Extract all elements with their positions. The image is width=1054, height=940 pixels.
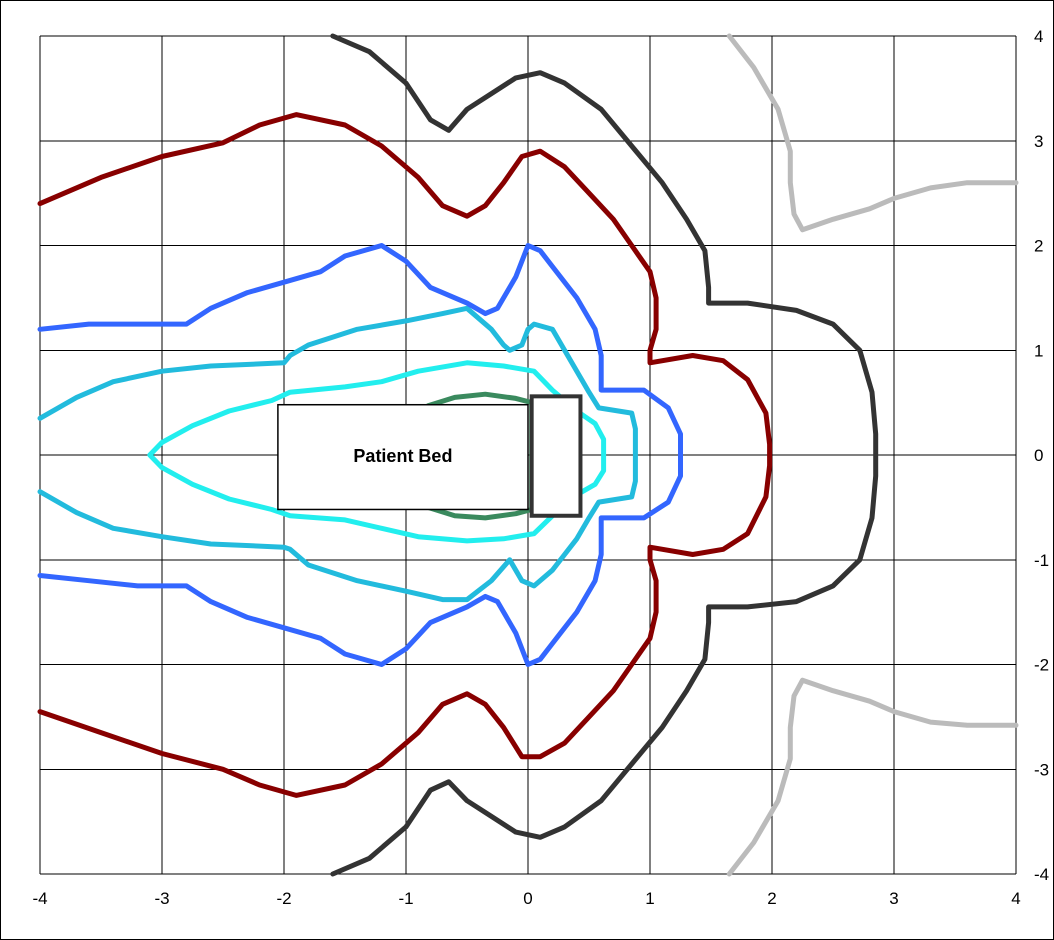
patient-bed-label: Patient Bed [353, 446, 452, 466]
annotations: Patient Bed [277, 394, 583, 518]
x-tick-label: 3 [889, 889, 898, 908]
x-tick-label: -4 [32, 889, 47, 908]
x-tick-label: -1 [398, 889, 413, 908]
patient-bed-rect [277, 403, 529, 511]
contour-line-4 [37, 243, 683, 667]
y-tick-label: 2 [1034, 237, 1043, 256]
bed-head-rect [529, 394, 583, 518]
contour-line-3 [37, 305, 638, 603]
contour-line-2 [147, 360, 607, 544]
x-tick-label: -2 [276, 889, 291, 908]
y-tick-label: -2 [1034, 656, 1049, 675]
y-tick-label: 1 [1034, 341, 1043, 360]
y-tick-label: -4 [1034, 865, 1049, 884]
y-tick-label: 3 [1034, 132, 1043, 151]
y-tick-label: -3 [1034, 760, 1049, 779]
y-tick-label: -1 [1034, 551, 1049, 570]
tick-labels: -4 -3 -2 -1 0 1 2 3 4 4 3 2 1 0 -1 -2 -3 -4 [32, 27, 1049, 908]
grid-lines [39, 35, 1017, 875]
contour-line-7 [726, 33, 1019, 233]
x-tick-label: 4 [1011, 889, 1020, 908]
x-tick-label: 2 [767, 889, 776, 908]
x-tick-label: 1 [645, 889, 654, 908]
y-tick-label: 0 [1034, 446, 1043, 465]
contour-line-8 [726, 677, 1019, 877]
contour-line-6 [330, 33, 879, 877]
contour-line-5 [37, 112, 773, 798]
x-tick-label: 0 [523, 889, 532, 908]
x-tick-label: -3 [154, 889, 169, 908]
y-tick-label: 4 [1034, 27, 1043, 46]
